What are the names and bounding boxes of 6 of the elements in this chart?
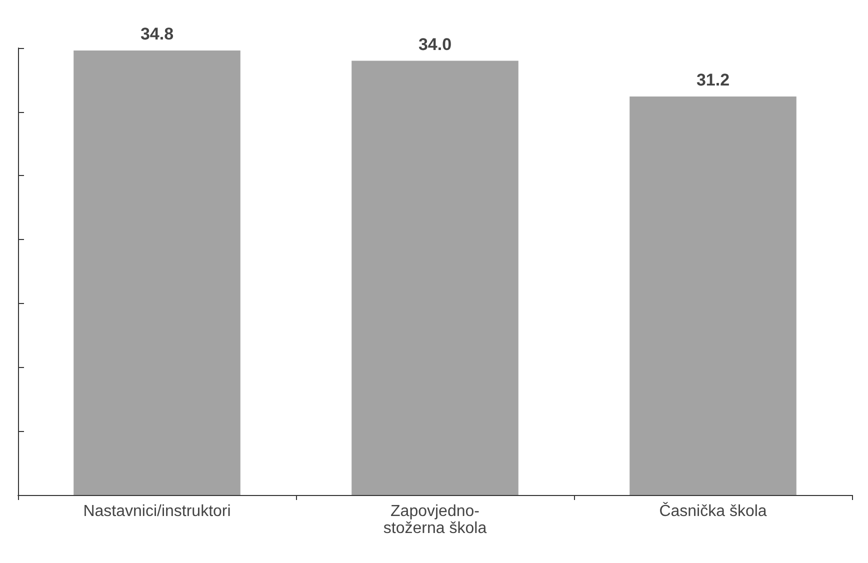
x-tick-label: Časnička škola [659,502,767,520]
data-label: 34.0 [418,34,452,54]
data-label: 34.8 [140,24,174,44]
x-tick-label: Nastavnici/instruktori [83,503,231,520]
data-label: 31.2 [696,70,730,90]
x-tick-label: Zapovjedno- stožerna škola [383,503,487,537]
